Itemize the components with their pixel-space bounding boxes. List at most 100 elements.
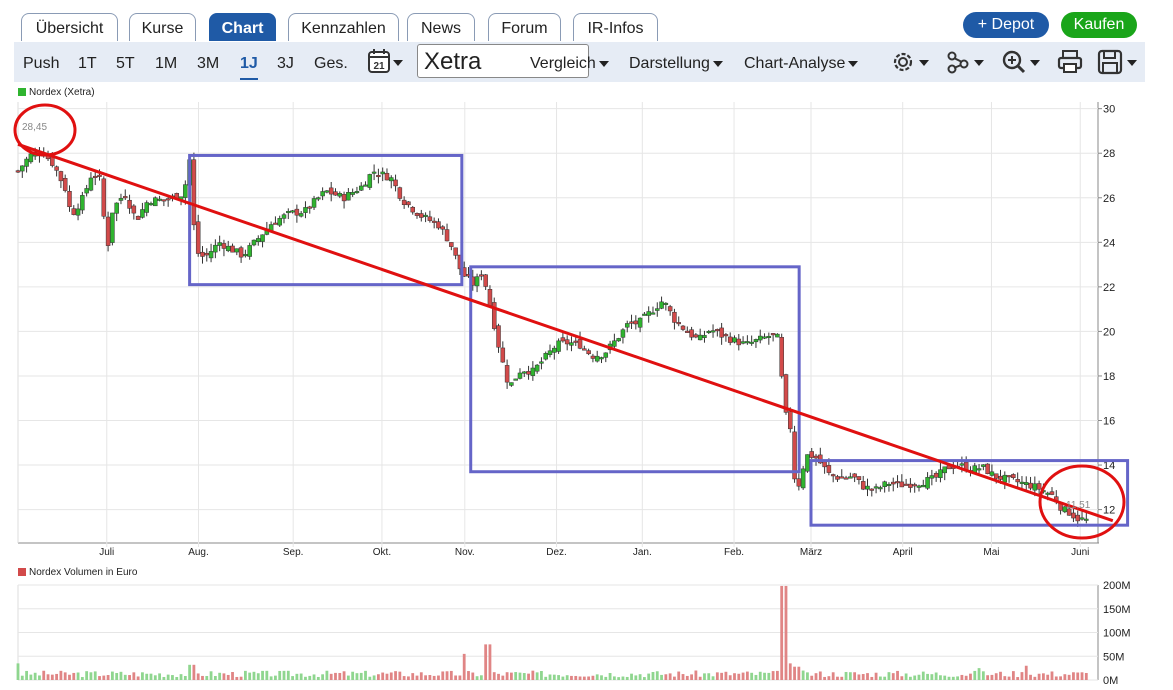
settings-button[interactable]: [890, 48, 932, 76]
volume-bar: [20, 675, 24, 680]
tab-ir-infos[interactable]: IR-Infos: [573, 13, 658, 41]
candle-down: [131, 205, 137, 214]
candle-up: [320, 191, 325, 197]
volume-bar: [286, 670, 290, 680]
period-ges[interactable]: Ges.: [314, 55, 348, 72]
candle-down: [431, 220, 437, 223]
candle-up: [543, 353, 548, 360]
tab-news[interactable]: News: [407, 13, 475, 41]
candle-down: [1028, 482, 1033, 489]
volume-bar: [548, 674, 552, 680]
save-button[interactable]: [1096, 48, 1140, 76]
candle-up: [530, 367, 536, 376]
period-3m[interactable]: 3M: [197, 55, 220, 72]
indicators-button[interactable]: [944, 48, 988, 76]
volume-bar: [231, 672, 234, 680]
chart-analysis-menu[interactable]: Chart-Analyse: [744, 42, 859, 82]
candle-up: [603, 352, 609, 358]
compare-menu-label: Vergleich: [530, 55, 596, 72]
x-tick-label: Mai: [983, 547, 999, 558]
volume-bar: [338, 672, 342, 680]
candle-down: [410, 206, 415, 213]
volume-bar: [325, 670, 329, 680]
volume-bar: [42, 670, 46, 680]
tab--bersicht[interactable]: Übersicht: [21, 13, 118, 41]
volume-bar: [119, 671, 123, 680]
print-button[interactable]: [1056, 48, 1086, 76]
candle-down: [723, 334, 729, 337]
print-icon: [1057, 50, 1083, 73]
volume-bar: [677, 671, 681, 680]
exchange-select[interactable]: Xetra: [417, 44, 589, 78]
volume-bar: [454, 675, 458, 680]
volume-bar: [698, 676, 702, 680]
volume-bar: [226, 674, 230, 680]
add-to-depot-button[interactable]: + Depot: [963, 12, 1049, 38]
volume-bar: [681, 674, 685, 680]
candle-down: [204, 252, 210, 256]
y-tick-label: 20: [1103, 326, 1115, 338]
calendar-button[interactable]: 21: [366, 46, 406, 78]
candle-down: [676, 322, 681, 325]
volume-bar: [505, 672, 509, 680]
volume-bar: [153, 675, 157, 680]
candle-down: [479, 274, 484, 277]
tab-chart[interactable]: Chart: [209, 13, 276, 41]
tab-kennzahlen[interactable]: Kennzahlen: [288, 13, 399, 41]
candle-down: [830, 474, 836, 477]
legend-swatch: [18, 88, 26, 96]
volume-bar: [102, 675, 106, 680]
period-push[interactable]: Push: [23, 55, 60, 72]
volume-bar: [132, 672, 136, 680]
volume-bar: [1059, 676, 1062, 680]
candle-up: [1002, 474, 1008, 483]
tab-kurse[interactable]: Kurse: [129, 13, 196, 41]
volume-bar: [509, 672, 513, 680]
volume-bar: [981, 671, 985, 680]
volume-bar: [780, 585, 784, 680]
volume-bar: [59, 670, 63, 680]
volume-bar: [853, 672, 857, 680]
candle-up: [848, 476, 853, 479]
volume-bar: [673, 676, 676, 680]
candle-down: [92, 175, 98, 178]
volume-bar: [55, 673, 59, 680]
volume-bar: [784, 585, 788, 680]
volume-bar: [1067, 674, 1071, 680]
volume-bar: [535, 672, 539, 680]
candle-down: [1036, 483, 1042, 490]
highlight-circle: [13, 103, 77, 157]
period-3j[interactable]: 3J: [277, 55, 294, 72]
candle-up: [800, 468, 806, 489]
candle-down: [796, 478, 802, 487]
candle-up: [110, 212, 115, 243]
volume-bar: [63, 672, 67, 680]
volume-bar: [402, 676, 406, 680]
buy-button[interactable]: Kaufen: [1061, 12, 1137, 38]
volume-bar: [793, 666, 796, 680]
candle-up: [509, 382, 514, 386]
candle-down: [998, 475, 1003, 480]
candle-up: [569, 342, 574, 346]
volume-bar: [638, 674, 642, 680]
compare-menu[interactable]: Vergleich: [530, 42, 609, 82]
zoom-button[interactable]: [1000, 48, 1044, 76]
period-5t[interactable]: 5T: [116, 55, 135, 72]
volume-bar: [703, 673, 706, 680]
volume-bar: [179, 674, 183, 680]
display-menu[interactable]: Darstellung: [629, 42, 723, 82]
volume-bar: [994, 673, 998, 680]
x-tick-label: Aug.: [188, 547, 209, 558]
candle-up: [740, 341, 746, 344]
period-1m[interactable]: 1M: [155, 55, 178, 72]
period-1t[interactable]: 1T: [78, 55, 97, 72]
candle-up: [745, 341, 750, 344]
volume-bar: [166, 674, 170, 680]
period-1j[interactable]: 1J: [240, 42, 258, 82]
volume-bar: [479, 675, 483, 680]
volume-bar: [76, 672, 80, 680]
candle-up: [552, 347, 557, 353]
tab-forum[interactable]: Forum: [488, 13, 561, 41]
candle-down: [629, 321, 634, 324]
